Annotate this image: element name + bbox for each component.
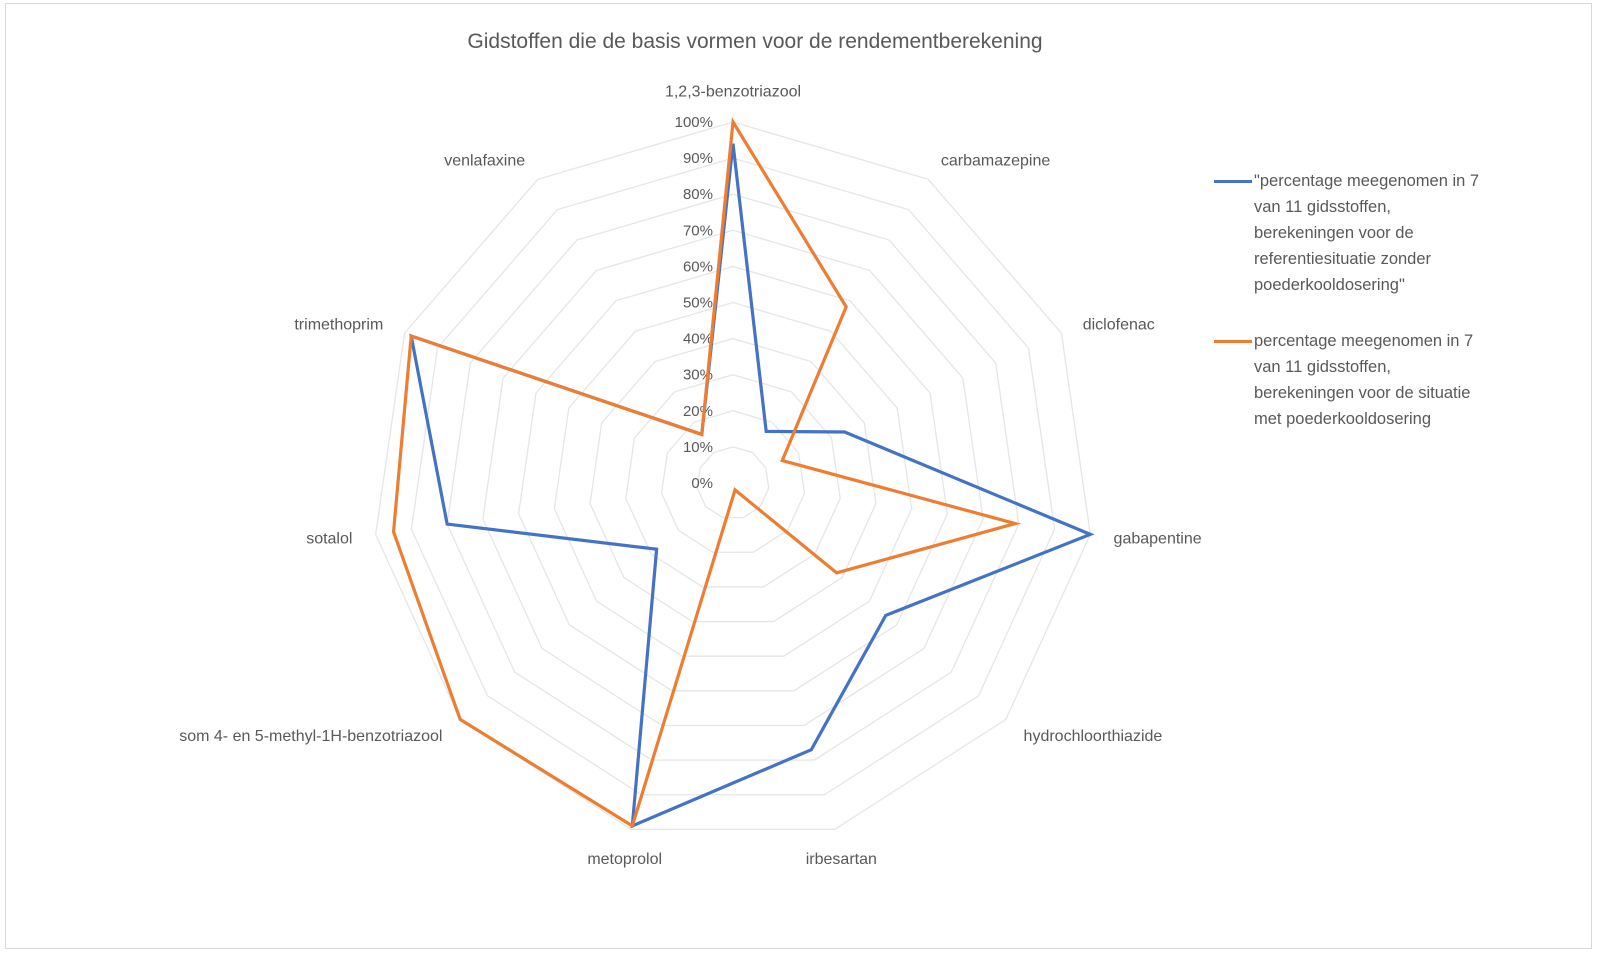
r-tick-label: 0% xyxy=(691,475,713,492)
category-label: gabapentine xyxy=(1114,531,1202,548)
grid-ring xyxy=(410,157,1056,796)
legend-label: referentiesituatie zonder xyxy=(1254,250,1432,268)
legend-label: poederkooldosering" xyxy=(1254,276,1405,294)
category-label: sotalol xyxy=(306,531,352,548)
legend-label: van 11 gidsstoffen, xyxy=(1254,358,1391,376)
radar-gridlines xyxy=(375,121,1091,831)
category-label: 1,2,3-benzotriazool xyxy=(665,84,801,101)
category-label: metoprolol xyxy=(587,851,662,868)
r-tick-label: 80% xyxy=(683,186,713,203)
legend-label: berekeningen voor de xyxy=(1254,224,1414,242)
r-tick-label: 100% xyxy=(675,114,713,131)
r-tick-label: 50% xyxy=(683,295,713,312)
category-label: diclofenac xyxy=(1083,316,1155,333)
radial-axis-ticks: 0% 10% 20% 30% 40% 50% 60% 70% 80% 90% 100% xyxy=(675,114,713,492)
grid-ring xyxy=(660,410,806,553)
r-tick-label: 60% xyxy=(683,258,713,275)
legend-label: "percentage meegenomen in 7 xyxy=(1254,172,1480,190)
r-tick-label: 10% xyxy=(683,439,713,456)
grid-ring xyxy=(375,121,1091,831)
legend-label: berekeningen voor de situatie xyxy=(1254,384,1471,402)
category-label: som 4- en 5-methyl-1H-benzotriazool xyxy=(179,728,442,745)
grid-ring xyxy=(482,229,984,727)
legend-label: van 11 gidsstoffen, xyxy=(1254,198,1391,216)
grid-ring xyxy=(625,374,841,588)
legend-label: percentage meegenomen in 7 xyxy=(1254,332,1474,350)
r-tick-label: 30% xyxy=(683,367,713,384)
legend-label: met poederkooldosering xyxy=(1254,410,1432,428)
grid-ring xyxy=(446,193,1020,761)
category-label: irbesartan xyxy=(806,851,877,868)
legend-item-reference[interactable]: "percentage meegenomen in 7 van 11 gidss… xyxy=(1210,168,1540,298)
legend-item-powder-carbon[interactable]: percentage meegenomen in 7 van 11 gidsst… xyxy=(1210,328,1540,432)
category-label: venlafaxine xyxy=(444,153,525,170)
grid-ring xyxy=(517,265,949,692)
r-tick-label: 40% xyxy=(683,331,713,348)
legend: "percentage meegenomen in 7 van 11 gidss… xyxy=(1210,168,1540,462)
legend-line-blue-icon xyxy=(1214,180,1252,183)
chart-title: Gidstoffen die de basis vormen voor de r… xyxy=(467,30,1043,53)
series-powder-carbon-line[interactable] xyxy=(391,117,1022,829)
grid-ring xyxy=(589,337,877,623)
category-label: carbamazepine xyxy=(941,153,1050,170)
r-tick-label: 20% xyxy=(683,403,713,420)
category-label: trimethoprim xyxy=(294,316,383,333)
data-series xyxy=(391,117,1095,829)
r-tick-label: 90% xyxy=(683,150,713,167)
chart-area xyxy=(5,3,1592,949)
grid-ring xyxy=(553,301,913,657)
r-tick-label: 70% xyxy=(683,222,713,239)
legend-line-orange-icon xyxy=(1214,340,1252,343)
grid-ring xyxy=(696,446,770,519)
category-labels: 1,2,3-benzotriazool carbamazepine diclofen… xyxy=(179,84,1202,868)
category-label: hydrochloorthiazide xyxy=(1024,728,1163,745)
series-reference-line[interactable] xyxy=(409,143,1095,829)
